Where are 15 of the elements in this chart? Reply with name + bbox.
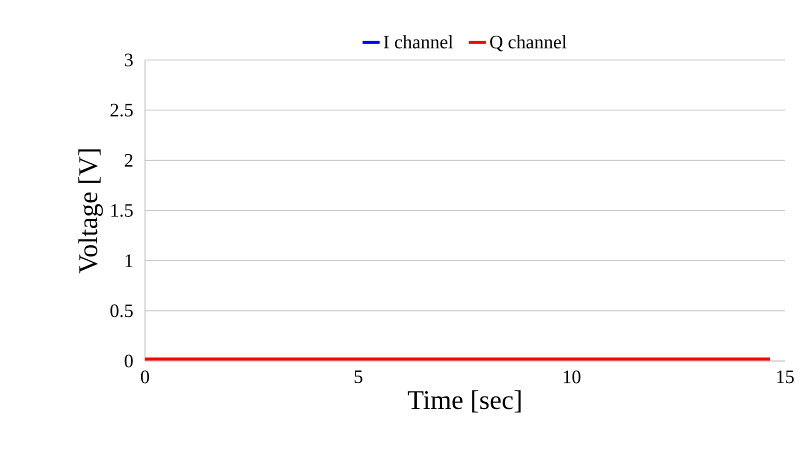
- legend-label: Q channel: [490, 35, 567, 52]
- x-tick-label: 10: [564, 370, 580, 384]
- y-tick-label: 3: [124, 54, 133, 66]
- x-tick-label: 5: [354, 370, 362, 384]
- x-tick-label: 0: [140, 370, 150, 384]
- y-tick-label: 0.5: [110, 304, 133, 318]
- x-tick-label: 15: [777, 370, 794, 384]
- y-tick-label: 2.5: [110, 104, 133, 117]
- y-tick-label: 1.5: [111, 204, 133, 217]
- y-tick-label: 2: [124, 154, 132, 167]
- x-axis-title: Time [sec]: [408, 390, 521, 413]
- y-tick-label: 1: [126, 254, 132, 267]
- legend-label: I channel: [384, 35, 453, 48]
- y-tick-label: 0: [124, 354, 133, 368]
- y-axis-title: Voltage [V]: [78, 149, 103, 274]
